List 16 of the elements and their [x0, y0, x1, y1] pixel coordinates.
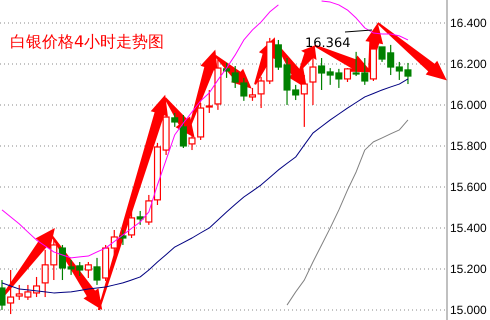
y-tick-label: 15.400	[450, 220, 488, 235]
candlestick	[240, 77, 248, 102]
candlestick	[232, 65, 239, 89]
y-tick-label: 15.200	[450, 262, 488, 276]
candlestick	[206, 89, 213, 114]
annotation: 16.364	[305, 30, 372, 51]
y-tick-label: 15.000	[450, 302, 488, 317]
annotation: 16.364	[305, 36, 350, 51]
y-tick-label: 16.200	[450, 56, 488, 71]
y-tick-label: 16.000	[450, 98, 488, 112]
text: 白银价格4小时走势图	[10, 32, 164, 51]
candlestick	[42, 249, 49, 298]
y-tick-label: 16.400	[450, 16, 488, 30]
y-tick-label: 15.600	[450, 180, 488, 194]
y-tick-label: 15.800	[450, 138, 488, 153]
candlestick	[171, 112, 178, 128]
